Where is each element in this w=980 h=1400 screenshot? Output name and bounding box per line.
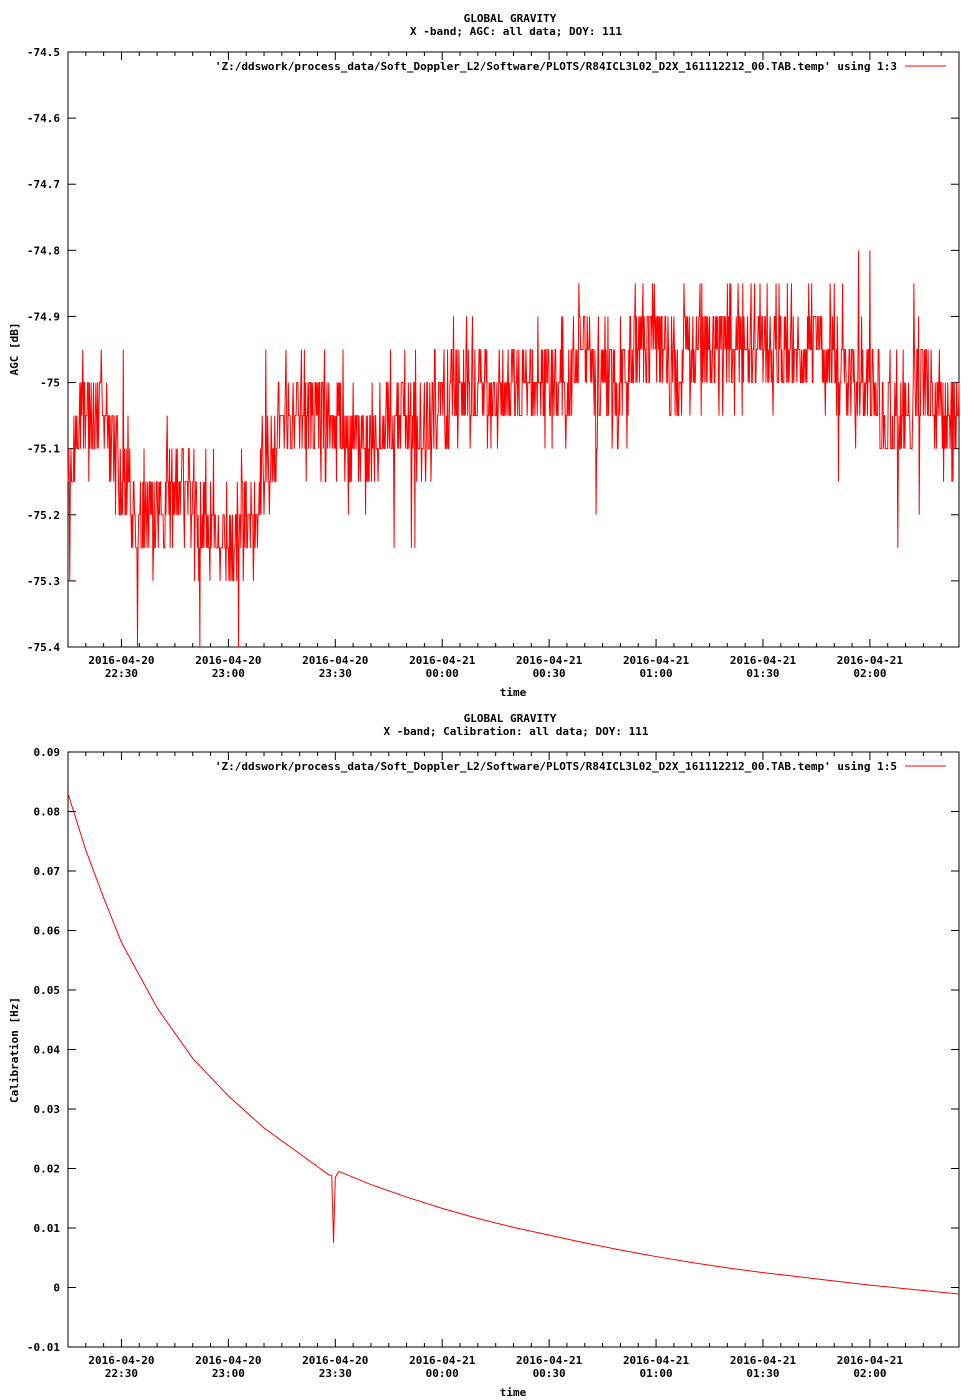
x-tick-date-label: 2016-04-21 — [837, 654, 904, 667]
chart2-xlabel: time — [500, 1386, 527, 1399]
x-tick-date-label: 2016-04-21 — [516, 654, 583, 667]
x-tick-time-label: 22:30 — [105, 667, 138, 680]
x-tick-date-label: 2016-04-21 — [623, 1354, 690, 1367]
y-tick-label: -75.2 — [27, 509, 60, 522]
y-tick-label: -75.3 — [27, 575, 60, 588]
chart2-plot-frame — [67, 751, 960, 1348]
x-tick-date-label: 2016-04-20 — [195, 1354, 261, 1367]
x-tick-date-label: 2016-04-20 — [195, 654, 261, 667]
y-tick-label: 0.02 — [34, 1163, 61, 1176]
y-tick-label: -75 — [40, 377, 60, 390]
x-tick-date-label: 2016-04-20 — [88, 1354, 154, 1367]
x-tick-time-label: 01:00 — [639, 1367, 672, 1380]
chart2-subtitle: X -band; Calibration: all data; DOY: 111 — [384, 725, 649, 738]
x-tick-date-label: 2016-04-21 — [516, 1354, 583, 1367]
y-tick-label: -0.01 — [27, 1341, 60, 1354]
agc-series-line — [67, 250, 960, 648]
chart1-legend-label: 'Z:/ddswork/process_data/Soft_Doppler_L2… — [215, 60, 897, 73]
x-tick-date-label: 2016-04-20 — [302, 1354, 368, 1367]
x-tick-time-label: 00:30 — [533, 1367, 566, 1380]
y-tick-label: -75.1 — [27, 443, 60, 456]
y-tick-label: -74.5 — [27, 46, 60, 59]
y-tick-label: -74.9 — [27, 310, 60, 323]
x-tick-time-label: 23:30 — [319, 667, 352, 680]
y-tick-label: -74.8 — [27, 244, 60, 257]
y-tick-label: -74.6 — [27, 112, 60, 125]
x-tick-time-label: 23:00 — [212, 667, 245, 680]
x-tick-time-label: 00:30 — [533, 667, 566, 680]
y-tick-label: 0.05 — [34, 984, 61, 997]
x-tick-time-label: 02:00 — [853, 667, 886, 680]
x-tick-date-label: 2016-04-21 — [730, 1354, 797, 1367]
y-tick-label: -75.4 — [27, 641, 60, 654]
x-tick-time-label: 23:00 — [212, 1367, 245, 1380]
x-tick-time-label: 01:30 — [746, 667, 779, 680]
x-tick-date-label: 2016-04-21 — [409, 654, 476, 667]
y-tick-label: 0.07 — [34, 865, 61, 878]
x-tick-time-label: 02:00 — [853, 1367, 886, 1380]
x-tick-date-label: 2016-04-20 — [88, 654, 154, 667]
x-tick-date-label: 2016-04-21 — [730, 654, 797, 667]
chart2-title: GLOBAL GRAVITY — [464, 712, 557, 725]
y-tick-label: 0.06 — [34, 925, 61, 938]
x-tick-time-label: 01:30 — [746, 1367, 779, 1380]
y-tick-label: 0.01 — [34, 1222, 61, 1235]
y-tick-label: 0.08 — [34, 806, 61, 819]
x-tick-time-label: 23:30 — [319, 1367, 352, 1380]
x-tick-time-label: 00:00 — [426, 667, 459, 680]
x-tick-date-label: 2016-04-21 — [409, 1354, 476, 1367]
x-tick-date-label: 2016-04-20 — [302, 654, 368, 667]
y-tick-label: 0 — [53, 1282, 60, 1295]
x-tick-time-label: 22:30 — [105, 1367, 138, 1380]
x-tick-time-label: 01:00 — [639, 667, 672, 680]
x-tick-date-label: 2016-04-21 — [837, 1354, 904, 1367]
chart1-xlabel: time — [500, 686, 527, 699]
chart2-ylabel: Calibration [Hz] — [8, 997, 21, 1103]
chart1-ylabel: AGC [dB] — [8, 323, 21, 376]
x-tick-date-label: 2016-04-21 — [623, 654, 690, 667]
y-tick-label: 0.03 — [34, 1103, 61, 1116]
chart2-legend-label: 'Z:/ddswork/process_data/Soft_Doppler_L2… — [215, 760, 897, 773]
agc-chart: GLOBAL GRAVITY X -band; AGC: all data; D… — [8, 12, 960, 699]
chart1-title: GLOBAL GRAVITY — [464, 12, 557, 25]
y-tick-label: 0.04 — [34, 1044, 61, 1057]
y-tick-label: -74.7 — [27, 178, 60, 191]
calibration-chart: GLOBAL GRAVITY X -band; Calibration: all… — [8, 712, 960, 1399]
chart1-subtitle: X -band; AGC: all data; DOY: 111 — [410, 25, 622, 38]
x-tick-time-label: 00:00 — [426, 1367, 459, 1380]
y-tick-label: 0.09 — [34, 746, 61, 759]
calibration-series-line — [67, 793, 960, 1295]
